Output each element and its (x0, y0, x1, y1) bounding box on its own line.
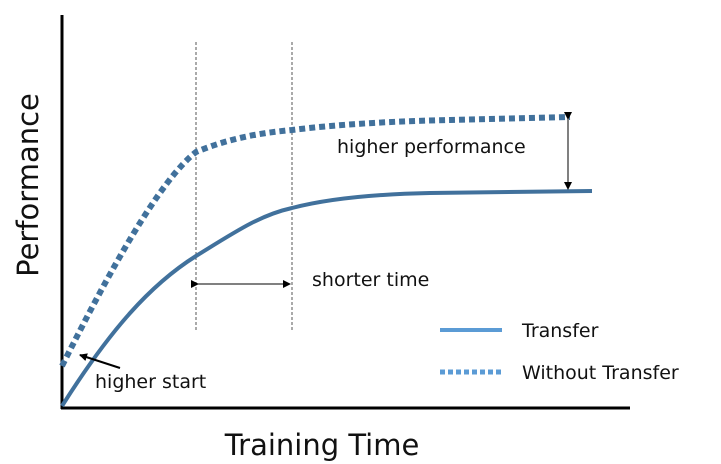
y-axis-label: Performance (11, 93, 45, 277)
legend-label: Without Transfer (522, 362, 679, 384)
start-arrow (79, 353, 121, 369)
annotation: higher performance (337, 136, 526, 158)
x-axis-label: Training Time (224, 428, 420, 462)
legend-label: Transfer (521, 320, 599, 342)
annotation: higher start (95, 371, 206, 393)
annotation: shorter time (312, 269, 429, 291)
transfer-curve (60, 189, 593, 408)
without-transfer-curve (59, 114, 571, 368)
